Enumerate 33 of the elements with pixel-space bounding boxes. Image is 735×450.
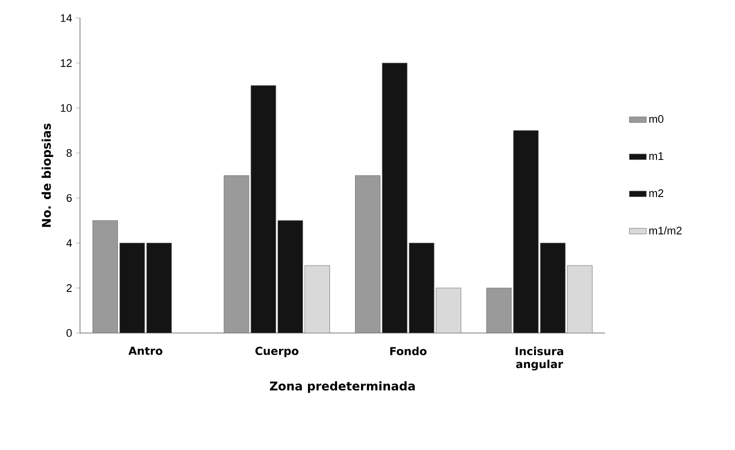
bar: [567, 265, 592, 333]
y-tick-label: 2: [66, 284, 72, 292]
bar: [278, 220, 304, 333]
y-tick-label: 8: [66, 149, 72, 157]
bar: [382, 62, 408, 333]
x-tick-label: Incisura angular: [516, 346, 564, 370]
x-tick-label: Fondo: [390, 346, 427, 356]
legend-label: m2: [649, 189, 664, 197]
bar: [513, 130, 539, 333]
bar: [92, 220, 118, 333]
x-tick-label: Antro: [128, 346, 162, 355]
bar: [436, 288, 462, 333]
legend-label: m0: [649, 115, 664, 123]
bar: [224, 175, 250, 333]
bar: [304, 265, 330, 333]
bar: [119, 242, 145, 333]
legend-label: m1: [649, 152, 664, 160]
y-tick-label: 0: [66, 329, 72, 337]
bar: [408, 242, 434, 333]
y-tick-label: 12: [60, 59, 72, 67]
bar: [355, 175, 380, 333]
bar: [146, 242, 172, 333]
y-tick-label: 10: [60, 104, 72, 112]
x-axis-title: Zona predeterminada: [270, 381, 415, 393]
y-tick-label: 4: [66, 239, 72, 247]
bar: [486, 288, 512, 333]
bar: [540, 242, 566, 333]
bar: [250, 85, 276, 333]
y-tick-label: 14: [60, 14, 72, 22]
x-tick-label: Cuerpo: [255, 346, 298, 358]
legend-label: m1/m2: [649, 226, 682, 234]
y-axis-title: No. de biopsias: [42, 124, 54, 227]
y-tick-label: 6: [66, 194, 72, 202]
